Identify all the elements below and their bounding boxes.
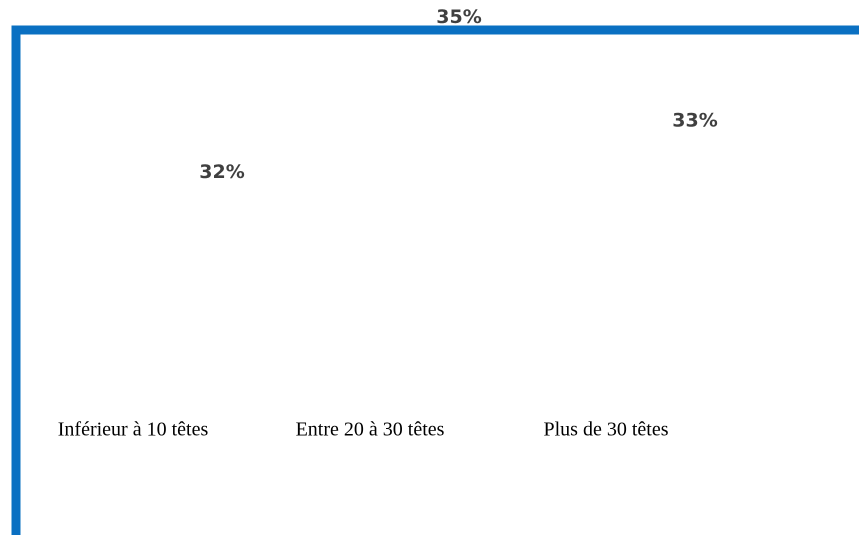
data-label: 35% xyxy=(436,6,481,28)
data-label: 32% xyxy=(199,161,244,183)
bar xyxy=(193,186,253,390)
x-tick-label: Entre 20 à 30 têtes xyxy=(296,419,445,441)
bar xyxy=(430,31,490,391)
bar xyxy=(666,135,726,390)
x-tick-label: Plus de 30 têtes xyxy=(544,419,669,441)
x-tick-label: Inférieur à 10 têtes xyxy=(58,419,209,441)
frame xyxy=(11,25,859,535)
data-label: 33% xyxy=(672,110,717,132)
plot: 32% Inférieur à 10 têtes 35% Entre 20 à 30 … xyxy=(58,6,726,441)
